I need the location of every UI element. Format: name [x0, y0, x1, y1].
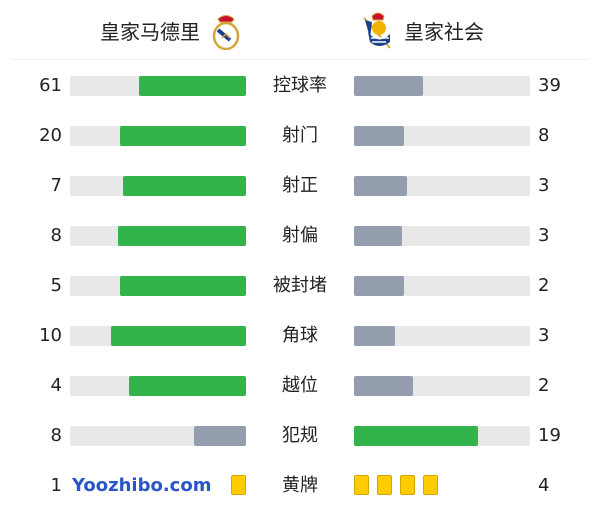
- away-value: 2: [538, 375, 550, 396]
- away-value: 2: [538, 275, 550, 296]
- stat-label: 控球率: [273, 75, 327, 96]
- yellow-card-icon: [423, 475, 438, 495]
- home-bar-fill: [128, 376, 246, 396]
- stat-label: 越位: [282, 375, 318, 396]
- away-bar-track: [354, 76, 530, 96]
- yellow-card-icon: [400, 475, 415, 495]
- stat-label: 射正: [282, 175, 318, 196]
- home-cards: [231, 475, 246, 495]
- stat-label: 黄牌: [282, 475, 318, 496]
- away-bar-fill: [354, 276, 405, 296]
- home-bar-fill: [122, 176, 246, 196]
- home-bar-fill: [138, 76, 246, 96]
- home-value: 10: [39, 325, 62, 346]
- home-bar-fill: [120, 126, 246, 146]
- stat-label: 角球: [282, 325, 318, 346]
- real-sociedad-crest-icon: [363, 12, 391, 49]
- home-bar-fill: [110, 326, 246, 346]
- yellow-card-icon: [354, 475, 369, 495]
- away-value: 19: [538, 425, 561, 446]
- away-bar-fill: [354, 176, 407, 196]
- stat-row: 5 被封堵 2: [0, 274, 600, 298]
- stat-row: 8 犯规 19: [0, 424, 600, 448]
- yellow-card-icon: [377, 475, 392, 495]
- home-bar-track: [70, 76, 246, 96]
- home-bar-fill: [120, 276, 246, 296]
- stat-row: 8 射偏 3: [0, 224, 600, 248]
- stat-label: 射门: [282, 125, 318, 146]
- home-value: 8: [50, 225, 62, 246]
- away-bar-fill: [354, 426, 478, 446]
- home-value: 20: [39, 125, 62, 146]
- home-value: 1: [50, 475, 62, 496]
- stat-row: 61 控球率 39: [0, 74, 600, 98]
- away-bar-track: [354, 326, 530, 346]
- away-team: 皇家社会: [362, 10, 484, 50]
- home-team: 皇家马德里: [100, 10, 242, 50]
- home-bar-track: [70, 276, 246, 296]
- home-bar-track: [70, 376, 246, 396]
- away-bar-track: [354, 126, 530, 146]
- stat-row: 4 越位 2: [0, 374, 600, 398]
- stat-label: 射偏: [282, 225, 318, 246]
- watermark: Yoozhibo.com: [72, 475, 212, 496]
- away-value: 3: [538, 225, 550, 246]
- away-value: 8: [538, 125, 550, 146]
- home-value: 8: [50, 425, 62, 446]
- stat-row-yellow-cards: 1 黄牌 4: [0, 474, 600, 498]
- away-bar-fill: [354, 126, 405, 146]
- home-value: 61: [39, 75, 62, 96]
- home-value: 5: [50, 275, 62, 296]
- away-cards: [354, 475, 438, 495]
- home-bar-track: [70, 326, 246, 346]
- home-bar-track: [70, 126, 246, 146]
- stat-label: 被封堵: [273, 275, 327, 296]
- away-bar-fill: [354, 376, 413, 396]
- away-bar-track: [354, 176, 530, 196]
- home-bar-fill: [193, 426, 246, 446]
- home-team-name: 皇家马德里: [100, 19, 200, 44]
- real-madrid-crest-icon: [212, 15, 240, 50]
- divider: [12, 59, 588, 60]
- home-bar-track: [70, 226, 246, 246]
- away-value: 39: [538, 75, 561, 96]
- stat-row: 20 射门 8: [0, 124, 600, 148]
- home-value: 4: [50, 375, 62, 396]
- away-value: 3: [538, 175, 550, 196]
- away-bar-track: [354, 226, 530, 246]
- away-bar-fill: [354, 226, 402, 246]
- away-bar-track: [354, 426, 530, 446]
- away-team-name: 皇家社会: [404, 19, 484, 44]
- away-value: 4: [538, 475, 550, 496]
- away-bar-track: [354, 376, 530, 396]
- yellow-card-icon: [231, 475, 246, 495]
- home-bar-track: [70, 426, 246, 446]
- away-value: 3: [538, 325, 550, 346]
- away-bar-fill: [354, 326, 395, 346]
- stat-row: 7 射正 3: [0, 174, 600, 198]
- stat-row: 10 角球 3: [0, 324, 600, 348]
- stat-label: 犯规: [282, 425, 318, 446]
- match-header: 皇家马德里 皇家社会: [0, 0, 600, 58]
- home-value: 7: [50, 175, 62, 196]
- away-bar-fill: [354, 76, 423, 96]
- home-bar-track: [70, 176, 246, 196]
- away-bar-track: [354, 276, 530, 296]
- home-bar-fill: [118, 226, 246, 246]
